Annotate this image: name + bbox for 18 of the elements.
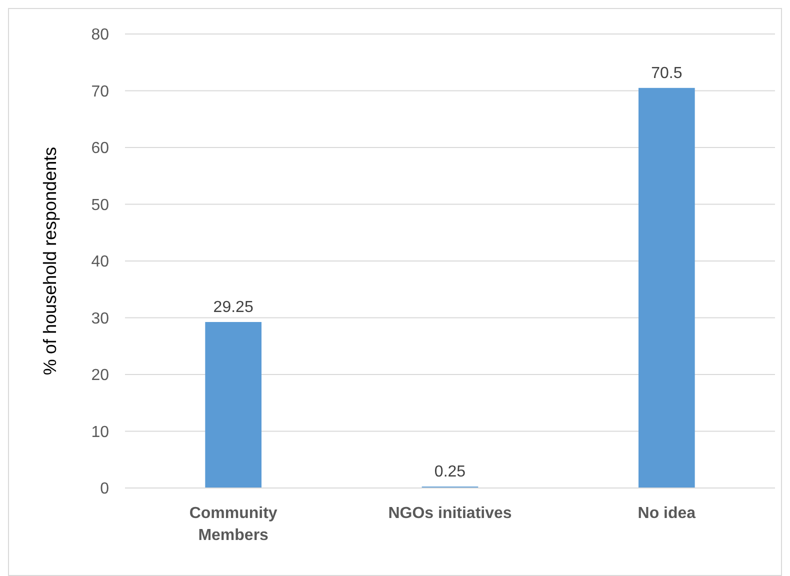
y-tick-label: 80 [91,26,110,44]
y-tick-label: 50 [91,196,110,214]
y-tick-label: 70 [91,83,110,100]
data-label: 29.25 [213,299,254,316]
y-tick-label: 20 [91,367,110,384]
x-tick-label: Community Members [189,505,278,544]
y-tick-label: 30 [91,310,110,328]
data-label: 70.5 [651,64,682,82]
bar [205,322,262,488]
y-tick-label: 60 [91,140,110,158]
data-label: 0.25 [434,464,466,481]
x-tick-label: NGOs initiatives [388,505,512,522]
bar [638,88,695,488]
y-tick-label: 40 [91,254,110,271]
y-tick-label: 0 [100,480,110,498]
x-tick-label: No idea [638,505,696,522]
y-axis-title: % of household respondents [40,146,60,376]
y-tick-label: 10 [91,424,110,441]
